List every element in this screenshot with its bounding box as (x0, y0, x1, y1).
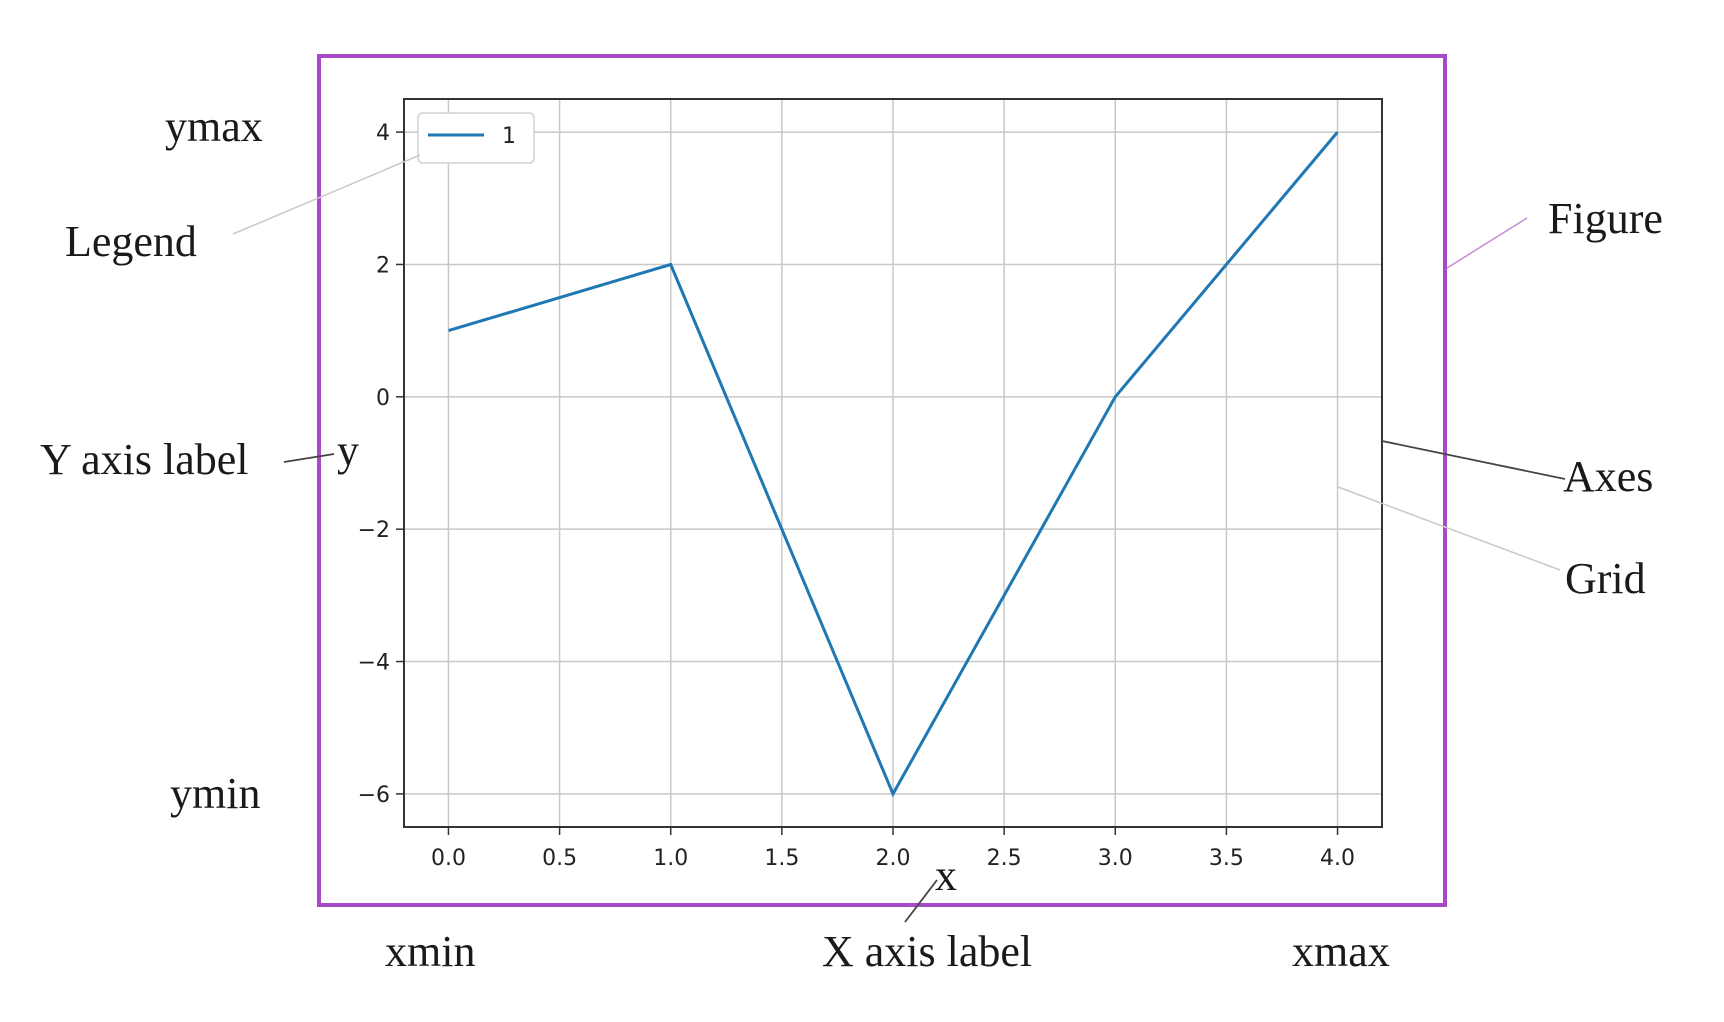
grid-leader (1337, 486, 1561, 571)
series-line (448, 131, 1339, 798)
x-tick-label: 1.0 (653, 846, 688, 871)
ymax-annotation: ymax (165, 102, 263, 151)
x-tick-label: 1.5 (764, 846, 799, 871)
axes-annotation: Axes (1563, 452, 1653, 501)
x-tick-label: 0.5 (542, 846, 577, 871)
legend-box: 1 (417, 112, 535, 164)
ymin-annotation: ymin (170, 769, 260, 818)
y-tick-label: −2 (358, 518, 390, 543)
xmax-annotation: xmax (1292, 927, 1390, 976)
y-tick-label: 2 (376, 253, 390, 278)
y-axis-label: y (337, 426, 359, 475)
y-tick-label: −4 (358, 651, 390, 676)
y-tick-label: 0 (376, 386, 390, 411)
legend-frame (417, 112, 535, 164)
legend-annotation: Legend (65, 217, 197, 266)
y-label-leader (283, 453, 335, 463)
xmin-annotation: xmin (385, 927, 475, 976)
x-tick-label: 3.5 (1209, 846, 1244, 871)
figure-leader (1446, 217, 1528, 269)
grid (404, 99, 1382, 827)
y-tick-label: 4 (376, 121, 390, 146)
x-tick-label: 2.0 (876, 846, 911, 871)
axes-leader (1381, 440, 1566, 480)
ticks: 0.0 0.5 1.0 1.5 2.0 2.5 3.0 3.5 4.0 4 2 0 −2 −4 −6 (358, 121, 1355, 871)
y-axis-label-annotation: Y axis label (40, 435, 249, 484)
legend-leader (232, 154, 421, 235)
x-tick-label: 2.5 (987, 846, 1022, 871)
y-tick-label: −6 (358, 783, 390, 808)
x-label-leader (904, 879, 938, 923)
x-axis-label-annotation: X axis label (822, 927, 1032, 976)
x-tick-label: 4.0 (1320, 846, 1355, 871)
legend-entry: 1 (502, 124, 516, 149)
figure-border (317, 54, 1447, 907)
x-tick-label: 0.0 (431, 846, 466, 871)
x-tick-label: 3.0 (1098, 846, 1133, 871)
x-axis-label: x (935, 851, 957, 900)
figure-annotation: Figure (1548, 194, 1663, 243)
grid-annotation: Grid (1565, 554, 1646, 603)
